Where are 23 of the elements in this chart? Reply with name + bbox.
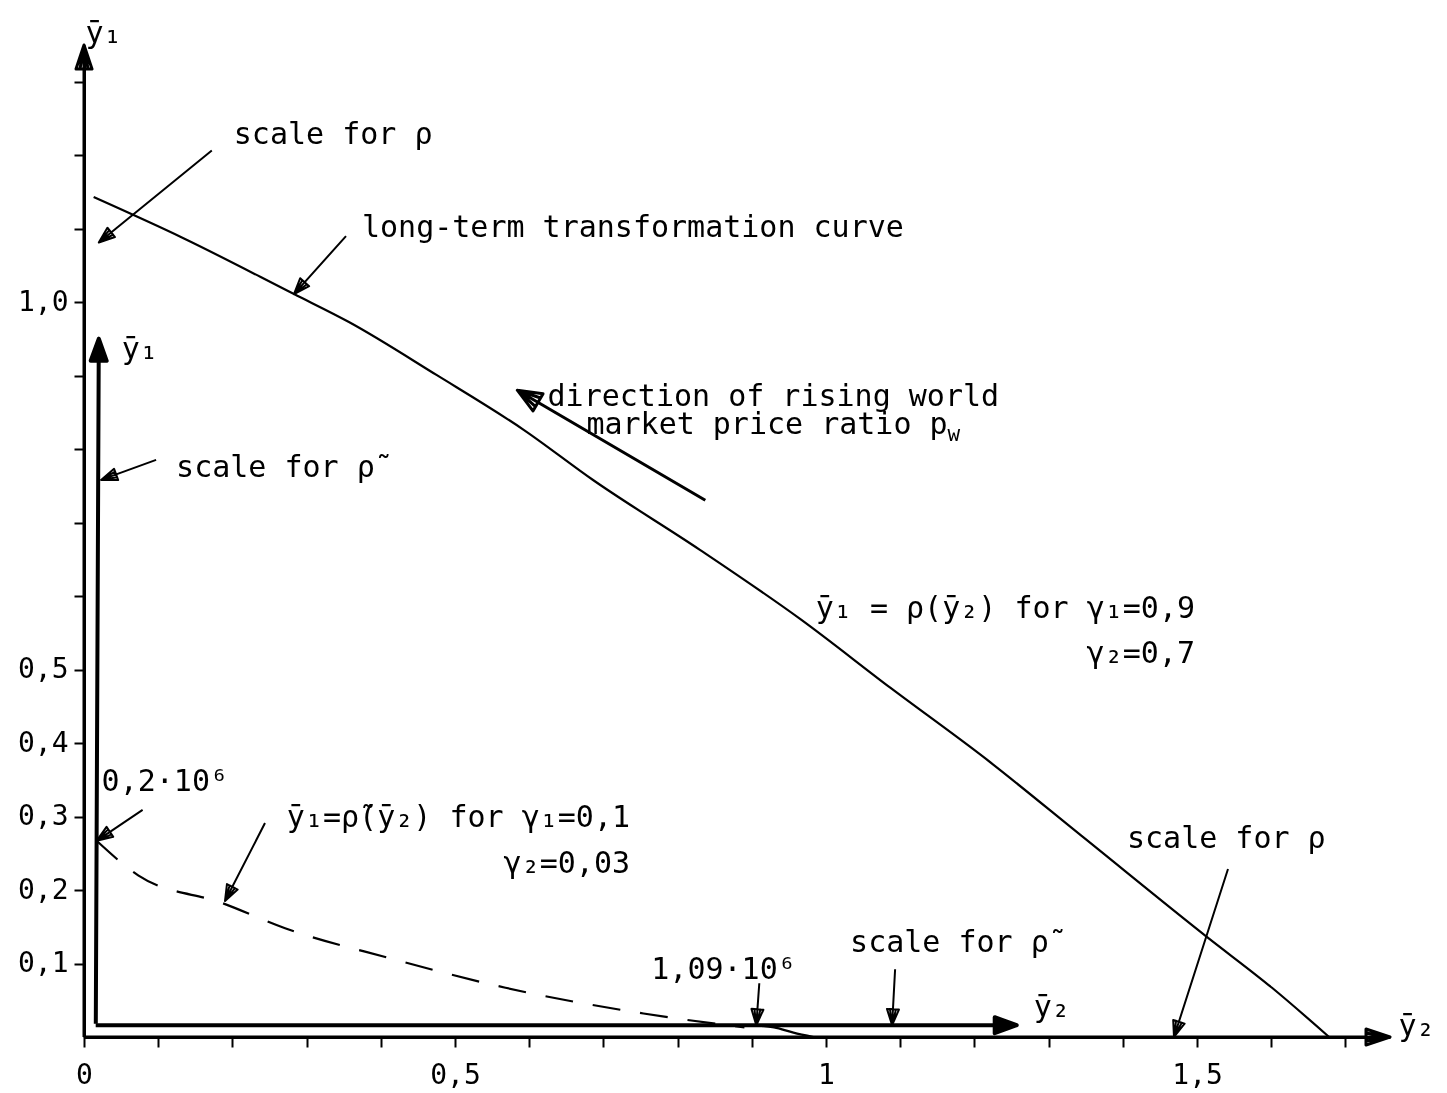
x-tick-label: 1 [818,1057,835,1091]
y-tick-label: 0,4 [17,725,69,759]
annotation: scale for ρ̃ [176,448,389,484]
annotation: ȳ₂ [1033,989,1070,1025]
y-tick-label: 1,0 [17,284,69,318]
x-tick-label: 0 [76,1057,93,1091]
annotation: scale for ρ [233,115,433,151]
annotation: 1,09·10⁶ [651,951,796,987]
annotation: ȳ₁ [121,330,158,366]
annotation: scale for ρ̃ [850,924,1063,960]
annotation: long-term transformation curve [362,209,904,245]
y-tick-label: 0,2 [17,872,69,906]
x-axis-title: ȳ₂ [1398,1007,1435,1043]
annotation: ȳ₁ = ρ(ȳ₂) for γ₁=0,9 γ₂=0,7 [815,590,1196,671]
annotation: 0,2·10⁶ [101,762,229,798]
y-tick-label: 0,5 [17,652,69,686]
annotation: scale for ρ [1127,820,1326,855]
y-axis-title: ȳ₁ [85,14,122,50]
annotation: ȳ₁=ρ̃(ȳ₂) for γ₁=0,1 γ₂=0,03 [286,799,631,881]
x-tick-label: 0,5 [430,1057,481,1091]
y-tick-label: 0,3 [17,799,69,833]
y-tick-label: 0,1 [17,946,69,980]
x-tick-label: 1,5 [1172,1057,1223,1091]
